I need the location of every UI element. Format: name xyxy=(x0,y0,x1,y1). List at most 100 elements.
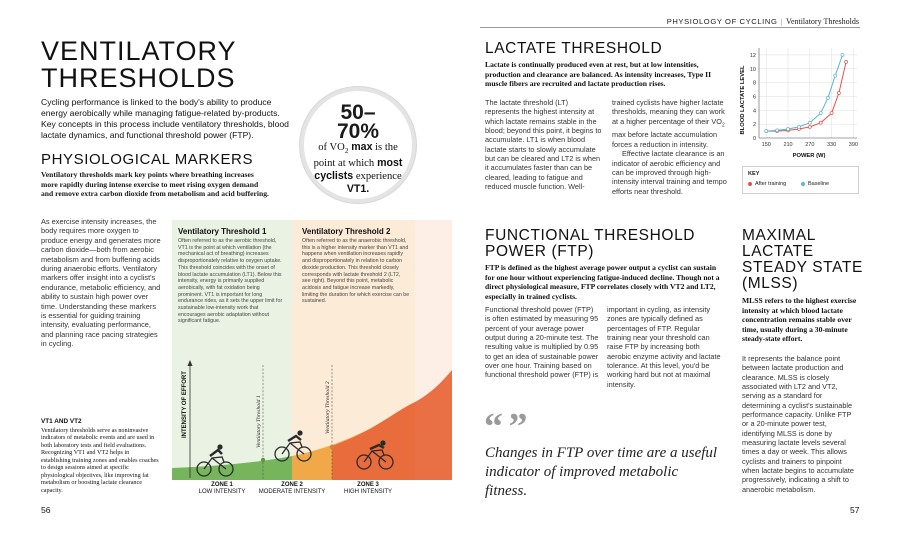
vt2-text: Often referred to as the anaerobic thres… xyxy=(302,238,410,305)
chart-y-tick-label: 12 xyxy=(750,53,756,59)
callout-line3-bold: cyclists xyxy=(314,170,354,183)
physiological-markers-lead: Ventilatory thresholds mark key points w… xyxy=(41,170,269,199)
page-title-line2: THRESHOLDS xyxy=(41,63,236,93)
intro-paragraph: Cycling performance is linked to the bod… xyxy=(41,97,289,140)
callout-line1-bold: max xyxy=(348,141,373,153)
chart-point-1 xyxy=(775,128,779,133)
zone2-name: ZONE 2 xyxy=(281,482,303,488)
vt1-title: Ventilatory Threshold 1 xyxy=(178,227,267,236)
physiological-markers-body: As exercise intensity increases, the bod… xyxy=(41,217,161,349)
chart-y-tick-label: 6 xyxy=(753,94,756,100)
chart-point-1 xyxy=(797,125,801,129)
vt2-axis-label: Ventilatory Threshold 2 xyxy=(325,381,331,434)
chart-series-line-1 xyxy=(766,54,843,132)
mlss-heading-line3: STEADY STATE xyxy=(742,259,863,276)
zone3-intensity: HIGH INTENSITY xyxy=(343,489,392,495)
mlss-body: It represents the balance point between … xyxy=(742,354,854,494)
chart-point-1 xyxy=(840,53,845,57)
callout-figure-text: 50–70% xyxy=(336,101,380,143)
chart-y-tick-label: 2 xyxy=(753,122,756,128)
chart-point-1 xyxy=(826,95,830,100)
running-head-subsection: Ventilatory Thresholds xyxy=(786,17,859,26)
vt-sidebar-heading: VT1 AND VT2 xyxy=(41,418,82,425)
ftp-lead: FTP is defined as the highest average po… xyxy=(485,263,720,301)
callout-line2: point at which xyxy=(313,158,375,170)
chart-legend: KEY After training Baseline xyxy=(742,166,859,194)
chart-point-1 xyxy=(818,111,823,115)
cyclist-icon-zone2 xyxy=(274,430,312,462)
vt1-point xyxy=(260,457,266,463)
callout-line1-post: is the xyxy=(372,142,398,153)
y-axis-label: INTENSITY OF EFFORT xyxy=(182,371,188,438)
chart-x-tick-label: 330 xyxy=(827,142,836,148)
callout-text: of VO2 max is the point at which most cy… xyxy=(310,141,406,196)
y-axis-arrow-icon xyxy=(187,360,193,366)
page-title: VENTILATORY THRESHOLDS xyxy=(41,38,301,92)
lactate-threshold-col2: trained cyclists have higher lactate thr… xyxy=(612,98,732,196)
chart-y-tick-label: 4 xyxy=(753,108,756,114)
chart-grid xyxy=(758,48,857,139)
chart-x-tick-label: 150 xyxy=(762,142,771,148)
mlss-heading-line2: LACTATE xyxy=(742,243,814,260)
chart-x-label: POWER (W) xyxy=(793,153,826,159)
zone1-name: ZONE 1 xyxy=(211,482,233,488)
zone1-label: ZONE 1 LOW INTENSITY xyxy=(182,482,262,496)
legend-label-baseline: Baseline xyxy=(808,181,830,187)
chart-x-tick-label: 210 xyxy=(783,142,792,148)
chart-point-0 xyxy=(829,111,834,115)
page-number-left: 56 xyxy=(41,505,51,515)
chart-point-0 xyxy=(837,91,841,95)
callout-line4: VT1. xyxy=(346,183,370,196)
vt-sidebar-text: Ventilatory thresholds serve as noninvas… xyxy=(41,426,159,494)
vt-sidebar: VT1 AND VT2 Ventilatory thresholds serve… xyxy=(41,418,159,494)
cyclist-icon-zone1 xyxy=(196,444,234,477)
legend-marker-baseline xyxy=(801,182,805,186)
pull-quote: Changes in FTP over time are a useful in… xyxy=(485,445,718,499)
chart-point-0 xyxy=(807,125,812,129)
chart-y-tick-label: 8 xyxy=(753,81,756,87)
chart-point-1 xyxy=(786,127,790,131)
page-number-right: 57 xyxy=(850,505,860,515)
cyclist-icon-zone3 xyxy=(356,440,394,470)
lactate-col2-pre: trained cyclists have higher lactate thr… xyxy=(612,98,725,126)
zone2-label: ZONE 2 MODERATE INTENSITY xyxy=(252,482,332,496)
chart-ticks: 0 2 4 6 8 10 12 150 210 270 330 390 xyxy=(750,53,858,148)
chart-y-tick-label: 10 xyxy=(750,67,756,73)
chart-point-0 xyxy=(818,120,823,125)
ftp-heading-line2: POWER (FTP) xyxy=(485,243,595,260)
callout-circle: 50–70% of VO2 max is the point at which … xyxy=(300,87,416,203)
vt2-title: Ventilatory Threshold 2 xyxy=(302,227,391,236)
zone1-panel xyxy=(172,220,292,479)
ftp-heading-line1: FUNCTIONAL THRESHOLD xyxy=(485,227,696,244)
chart-x-tick-label: 390 xyxy=(849,142,858,148)
chart-x-tick-label: 270 xyxy=(805,142,814,148)
zone1-intensity: LOW INTENSITY xyxy=(198,489,246,495)
header-rule xyxy=(480,27,860,28)
running-head: PHYSIOLOGY OF CYCLING | Ventilatory Thresh… xyxy=(667,17,859,26)
callout-line3-post: experience xyxy=(353,171,402,183)
lactate-threshold-col1: The lactate threshold (LT) represents th… xyxy=(485,98,602,192)
zone1-area xyxy=(172,456,292,480)
lactate-col2-post: max before lactate accumulation forces a… xyxy=(612,130,718,149)
zone2-intensity: MODERATE INTENSITY xyxy=(258,489,326,495)
lactate-col2-sub: 2 xyxy=(721,122,725,129)
legend-title: KEY xyxy=(748,171,760,177)
running-head-separator: | xyxy=(780,17,784,26)
callout-line1-pre: of VO xyxy=(318,142,345,153)
page-title-line1: VENTILATORY xyxy=(41,36,237,66)
zone3-area xyxy=(332,370,452,480)
chart-y-label: BLOOD LACTATE LEVEL xyxy=(740,65,746,134)
running-head-section: PHYSIOLOGY OF CYCLING xyxy=(666,17,778,26)
chart-y-tick-label: 0 xyxy=(753,136,756,142)
callout-figure: 50–70% xyxy=(304,101,412,143)
chart-point-0 xyxy=(844,59,848,64)
mlss-lead: MLSS refers to the highest exercise inte… xyxy=(742,296,857,344)
legend-marker-after xyxy=(748,182,752,186)
physiological-markers-heading: PHYSIOLOGICAL MARKERS xyxy=(41,151,254,168)
chart-lines xyxy=(764,53,848,133)
zone3-label: ZONE 3 HIGH INTENSITY xyxy=(326,482,410,496)
callout-line1-sub: 2 xyxy=(344,147,349,156)
lactate-threshold-lead: Lactate is continually produced even at … xyxy=(485,60,712,89)
lactate-chart: 0 2 4 6 8 10 12 150 210 270 330 390 BLOOD LACTATE L… xyxy=(740,48,858,159)
vt1-text: Often referred to as the aerobic thresho… xyxy=(178,238,283,325)
